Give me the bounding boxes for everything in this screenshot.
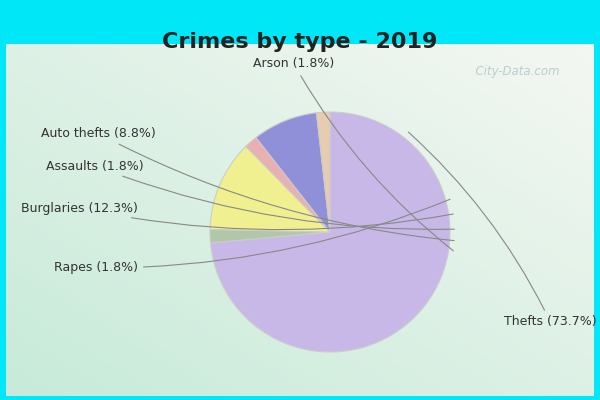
Text: City-Data.com: City-Data.com xyxy=(468,66,560,78)
Wedge shape xyxy=(246,138,330,232)
Text: Burglaries (12.3%): Burglaries (12.3%) xyxy=(21,202,453,230)
Text: Rapes (1.8%): Rapes (1.8%) xyxy=(54,199,450,274)
Text: Crimes by type - 2019: Crimes by type - 2019 xyxy=(163,32,437,52)
Text: Assaults (1.8%): Assaults (1.8%) xyxy=(46,160,454,230)
Wedge shape xyxy=(210,146,330,232)
Wedge shape xyxy=(210,229,330,243)
Wedge shape xyxy=(316,112,330,232)
Text: Thefts (73.7%): Thefts (73.7%) xyxy=(409,132,596,328)
Text: Arson (1.8%): Arson (1.8%) xyxy=(253,58,454,251)
Wedge shape xyxy=(256,113,330,232)
Wedge shape xyxy=(211,112,450,352)
Text: Auto thefts (8.8%): Auto thefts (8.8%) xyxy=(41,127,454,241)
